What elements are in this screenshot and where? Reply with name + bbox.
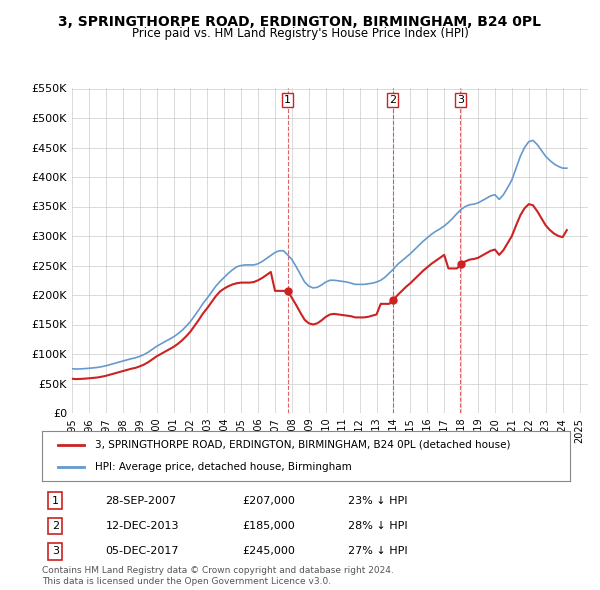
Text: 05-DEC-2017: 05-DEC-2017: [106, 546, 179, 556]
Text: 12-DEC-2013: 12-DEC-2013: [106, 521, 179, 531]
Text: £207,000: £207,000: [242, 496, 296, 506]
Text: £245,000: £245,000: [242, 546, 296, 556]
Text: 1: 1: [52, 496, 59, 506]
Text: 28-SEP-2007: 28-SEP-2007: [106, 496, 176, 506]
Text: Price paid vs. HM Land Registry's House Price Index (HPI): Price paid vs. HM Land Registry's House …: [131, 27, 469, 40]
Text: 3, SPRINGTHORPE ROAD, ERDINGTON, BIRMINGHAM, B24 0PL: 3, SPRINGTHORPE ROAD, ERDINGTON, BIRMING…: [59, 15, 542, 29]
Text: HPI: Average price, detached house, Birmingham: HPI: Average price, detached house, Birm…: [95, 462, 352, 472]
Text: 23% ↓ HPI: 23% ↓ HPI: [348, 496, 408, 506]
Text: 28% ↓ HPI: 28% ↓ HPI: [348, 521, 408, 531]
Text: 2: 2: [52, 521, 59, 531]
Text: 1: 1: [284, 95, 291, 105]
Text: £185,000: £185,000: [242, 521, 295, 531]
Text: 3: 3: [52, 546, 59, 556]
Text: 2: 2: [389, 95, 396, 105]
Text: 27% ↓ HPI: 27% ↓ HPI: [348, 546, 408, 556]
Text: 3, SPRINGTHORPE ROAD, ERDINGTON, BIRMINGHAM, B24 0PL (detached house): 3, SPRINGTHORPE ROAD, ERDINGTON, BIRMING…: [95, 440, 510, 450]
Text: Contains HM Land Registry data © Crown copyright and database right 2024.
This d: Contains HM Land Registry data © Crown c…: [42, 566, 394, 586]
Text: 3: 3: [457, 95, 464, 105]
